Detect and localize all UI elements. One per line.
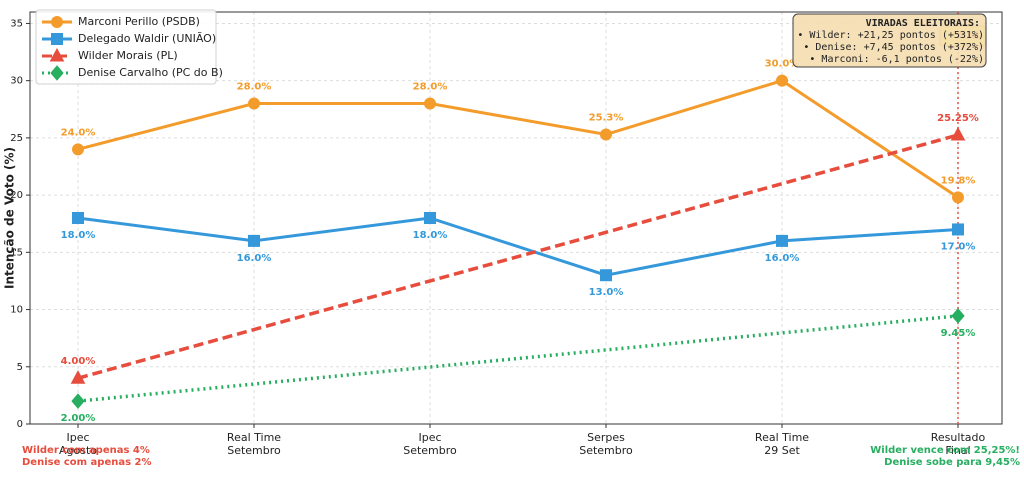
value-label: 16.0%: [237, 253, 272, 264]
marker: [424, 97, 436, 110]
y-tick-label: 25: [10, 133, 23, 144]
value-label: 25.3%: [589, 112, 624, 123]
value-label: 9.45%: [941, 328, 976, 339]
marker: [71, 393, 85, 409]
marker: [424, 212, 436, 224]
value-label: 28.0%: [413, 82, 448, 93]
value-label: 2.00%: [61, 413, 96, 424]
x-tick-label: Ipec: [66, 431, 89, 444]
y-tick-label: 5: [17, 362, 23, 373]
annotation-line: • Denise: +7,45 pontos (+372%): [803, 42, 984, 53]
legend: Marconi Perillo (PSDB) Delegado Waldir (U…: [35, 9, 223, 85]
value-label: 28.0%: [237, 82, 272, 93]
value-label: 16.0%: [765, 253, 800, 264]
value-label: 18.0%: [61, 230, 96, 241]
marker: [776, 234, 788, 247]
legend-marker: [49, 47, 65, 62]
legend-label: Delegado Waldir (UNIÃO): [78, 32, 216, 45]
marker: [248, 97, 260, 110]
marker: [70, 370, 86, 384]
legend-label: Denise Carvalho (PC do B): [78, 66, 223, 79]
x-tick-label: Ipec: [418, 431, 441, 444]
y-tick-label: 15: [10, 247, 23, 258]
legend-box: [35, 9, 217, 85]
value-label: 18.0%: [413, 230, 448, 241]
value-label: 19.8%: [941, 175, 976, 186]
marker: [952, 223, 964, 236]
series-line: [77, 79, 959, 199]
marker: [248, 234, 260, 247]
y-tick-label: 20: [10, 190, 23, 201]
value-label: 24.0%: [61, 127, 96, 138]
x-tick-label: Resultado: [931, 431, 986, 444]
x-tick-label: Real Time: [755, 431, 809, 444]
marker: [600, 128, 612, 141]
note-right: Wilder vence com 25,25%!: [870, 445, 1020, 456]
marker: [776, 74, 788, 87]
y-tick-label: 10: [10, 305, 23, 316]
value-label: 17.0%: [941, 241, 976, 252]
annotation-line: • Marconi: -6,1 pontos (-22%): [809, 54, 984, 65]
x-tick-label: 29 Set: [764, 444, 800, 457]
series-line: [77, 133, 959, 380]
annotation-box: [792, 13, 987, 68]
y-tick-label: 35: [10, 18, 23, 29]
x-tick-label: Agosto: [59, 444, 97, 457]
legend-label: Marconi Perillo (PSDB): [78, 15, 200, 28]
y-axis-label: Intenção de Voto (%): [3, 147, 17, 289]
plot-frame: [29, 11, 1003, 425]
legend-label: Wilder Morais (PL): [78, 49, 178, 62]
marker: [950, 126, 966, 141]
marker: [72, 212, 84, 224]
note-left: Denise com apenas 2%: [22, 457, 152, 468]
x-tick-label: Setembro: [227, 444, 281, 457]
legend-marker: [51, 16, 63, 28]
x-tick-label: Serpes: [587, 431, 625, 444]
value-label: 13.0%: [589, 287, 624, 298]
marker: [600, 269, 612, 282]
y-tick-label: 30: [10, 76, 23, 87]
value-label: 4.00%: [61, 356, 96, 367]
y-tick-label: 0: [17, 419, 23, 430]
note-right: Denise sobe para 9,45%: [884, 457, 1020, 468]
marker: [951, 308, 965, 324]
x-tick-label: Setembro: [403, 444, 457, 457]
annotation-line: VIRADAS ELEITORAIS:: [866, 18, 980, 29]
note-left: Wilder com apenas 4%: [22, 445, 150, 456]
annotation-line: • Wilder: +21,25 pontos (+531%): [797, 30, 984, 41]
x-tick-label: Setembro: [579, 444, 633, 457]
marker: [952, 191, 964, 204]
legend-marker: [51, 33, 63, 45]
series-line: [77, 314, 959, 403]
x-tick-label: Real Time: [227, 431, 281, 444]
marker: [72, 143, 84, 156]
x-tick-label: Final: [945, 444, 970, 457]
value-label: 30.0%: [765, 59, 800, 70]
value-label: 25.25%: [937, 113, 979, 124]
legend-marker: [50, 65, 64, 81]
series-line: [77, 216, 959, 277]
